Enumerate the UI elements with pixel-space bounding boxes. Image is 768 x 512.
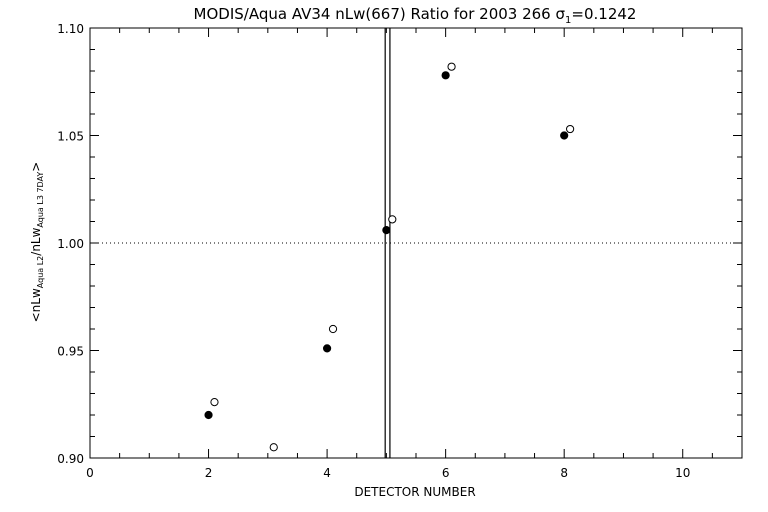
plot-frame xyxy=(89,27,743,459)
x-axis-label: DETECTOR NUMBER xyxy=(354,485,475,499)
data-point-open xyxy=(210,398,219,407)
x-tick-label: 10 xyxy=(675,466,690,480)
data-point-filled xyxy=(560,131,569,140)
y-axis-label: <nLwAqua L2/nLwAqua L3 7DAY> xyxy=(29,162,45,323)
data-point-filled xyxy=(441,71,450,80)
x-tick-label: 8 xyxy=(560,466,568,480)
data-point-open xyxy=(388,215,397,224)
y-tick-label: 1.10 xyxy=(57,22,84,36)
chart-title: MODIS/Aqua AV34 nLw(667) Ratio for 2003 … xyxy=(194,5,637,26)
data-point-filled xyxy=(382,226,391,235)
y-tick-label: 0.90 xyxy=(57,452,84,466)
x-tick-label: 4 xyxy=(323,466,331,480)
data-point-open xyxy=(269,443,278,452)
data-point-filled xyxy=(204,410,213,420)
data-point-open xyxy=(328,324,338,334)
x-tick-label: 0 xyxy=(86,466,94,480)
data-point-filled xyxy=(322,344,332,353)
data-point-open xyxy=(566,124,575,134)
x-tick-label: 2 xyxy=(205,466,213,480)
y-tick-label: 1.05 xyxy=(57,130,84,144)
y-tick-label: 1.00 xyxy=(57,237,84,251)
y-tick-label: 0.95 xyxy=(57,345,84,359)
x-tick-label: 6 xyxy=(442,466,450,480)
plot-area: 0 2 4 6 8 10 0.90 0.95 1.00 1.05 1.10 xyxy=(57,22,743,480)
data-point-open xyxy=(447,62,456,71)
